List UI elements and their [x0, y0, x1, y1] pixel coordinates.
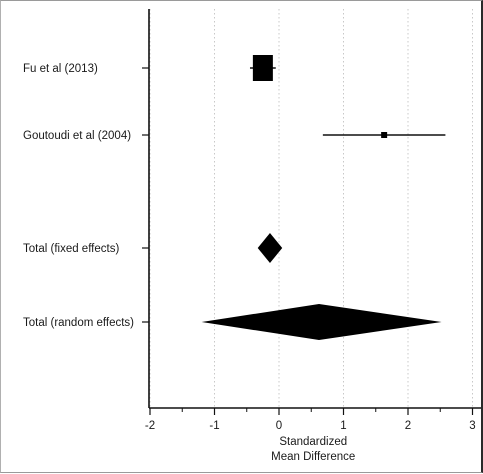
- axes: [142, 9, 481, 415]
- x-tick-label-2: 0: [276, 420, 282, 432]
- x-axis-title-line-1: Standardized: [279, 436, 347, 448]
- x-tick-label-5: 3: [469, 420, 475, 432]
- row-label-1: Goutoudi et al (2004): [23, 130, 131, 142]
- x-tick-label-4: 2: [405, 420, 411, 432]
- row-label-2: Total (fixed effects): [23, 243, 119, 255]
- study-labels: Fu et al (2013) Goutoudi et al (2004) Tota…: [23, 63, 134, 329]
- point-estimate-0: [252, 55, 273, 81]
- x-tick-label-0: -2: [145, 420, 155, 432]
- point-estimate-1: [381, 132, 388, 138]
- gridlines: [149, 9, 473, 408]
- x-tick-label-1: -1: [209, 420, 219, 432]
- pooled-diamond-3: [201, 304, 442, 340]
- row-label-3: Total (random effects): [23, 317, 134, 329]
- data-marks: [201, 55, 446, 340]
- pooled-diamond-2: [257, 233, 283, 263]
- x-axis-title-line-2: Mean Difference: [271, 451, 355, 463]
- x-tick-label-3: 1: [340, 420, 346, 432]
- x-tick-labels: -2 -1 0 1 2 3: [145, 420, 476, 432]
- row-label-0: Fu et al (2013): [23, 63, 98, 75]
